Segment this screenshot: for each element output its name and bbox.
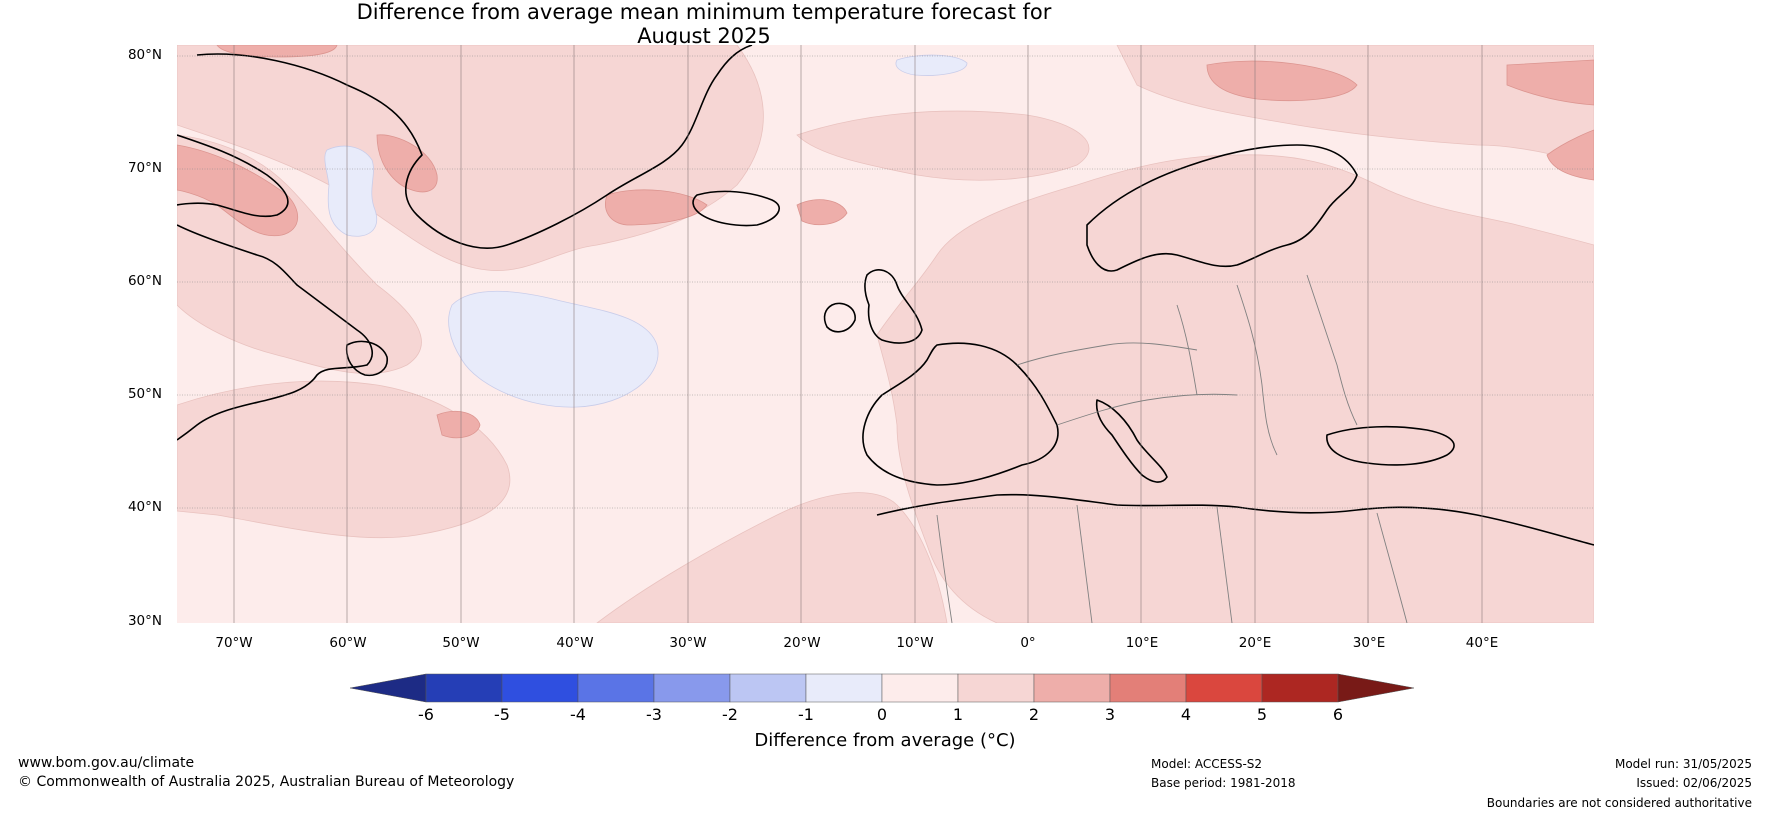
lon-label-50w: 50°W [442,635,480,651]
coastlines [176,44,1595,546]
colorbar-segment [501,673,579,703]
anomaly-1-2-regions [176,44,1595,624]
colorbar-segment [957,673,1035,703]
footer-model: Model: ACCESS-S2 [1151,757,1263,771]
forecast-map-svg [176,44,1595,624]
map-title: Difference from average mean minimum tem… [0,0,1408,48]
lon-label-60w: 60°W [329,635,367,651]
footer-copyright: © Commonwealth of Australia 2025, Austra… [18,774,515,790]
colorbar-tick-label: 0 [876,705,888,724]
colorbar-tick-label: -6 [418,705,434,724]
colorbar-tick-label: -4 [570,705,586,724]
lat-label-60n: 60°N [127,273,162,289]
colorbar-tick-label: 4 [1180,705,1192,724]
colorbar-segment [729,673,807,703]
lon-label-70w: 70°W [215,635,253,651]
country-borders [936,274,1408,624]
colorbar-tick-label: -1 [798,705,814,724]
lon-label-20w: 20°W [783,635,821,651]
colorbar-segment [881,673,959,703]
footer-model-run: Model run: 31/05/2025 [1614,757,1752,771]
colorbar-tick-label: -5 [494,705,510,724]
lon-label-40e: 40°E [1465,635,1499,651]
colorbar-label: Difference from average (°C) [754,730,1016,751]
lon-label-40w: 40°W [556,635,594,651]
footer-issued: Issued: 02/06/2025 [1636,776,1752,790]
colorbar-segment [805,673,883,703]
colorbar-segment [1185,673,1263,703]
colorbar-tick-label: -2 [722,705,738,724]
colorbar-segment [1337,673,1415,703]
colorbar-tick-label: 1 [952,705,964,724]
lat-label-80n: 80°N [127,47,162,63]
footer-website: www.bom.gov.au/climate [18,755,195,771]
colorbar-segment [1109,673,1187,703]
anomaly-2-3-regions [176,44,1595,439]
colorbar-segment [653,673,731,703]
map-title-line1: Difference from average mean minimum tem… [356,0,1052,24]
colorbar [350,673,1415,703]
colorbar-segment [577,673,655,703]
lon-label-0: 0° [1020,635,1036,651]
footer-base-period: Base period: 1981-2018 [1151,776,1296,790]
meridians [233,45,1483,623]
colorbar-segment [1261,673,1339,703]
map-title-line2: August 2025 [637,24,771,48]
colorbar-segment [425,673,503,703]
colorbar-tick-label: 5 [1256,705,1268,724]
colorbar-tick-label: 3 [1104,705,1116,724]
lon-label-20e: 20°E [1238,635,1272,651]
lon-label-30e: 30°E [1352,635,1386,651]
lat-label-70n: 70°N [127,160,162,176]
anomaly-neg1-0-regions [324,54,968,408]
forecast-map [176,44,1595,624]
lon-label-10e: 10°E [1125,635,1159,651]
lat-label-40n: 40°N [127,499,162,515]
colorbar-tick-label: 6 [1332,705,1344,724]
lat-label-50n: 50°N [127,386,162,402]
gridlines [177,55,1594,509]
footer-disclaimer: Boundaries are not considered authoritat… [1486,796,1752,810]
colorbar-segment [350,673,427,703]
colorbar-segment [1033,673,1111,703]
colorbar-tick-label: 2 [1028,705,1040,724]
colorbar-tick-label: -3 [646,705,662,724]
lat-label-30n: 30°N [127,613,162,629]
lon-label-30w: 30°W [669,635,707,651]
lon-label-10w: 10°W [896,635,934,651]
